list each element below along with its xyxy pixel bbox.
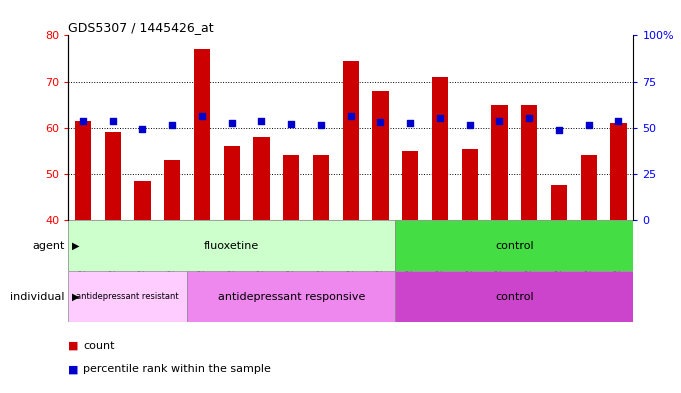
Bar bbox=[574, 220, 603, 222]
Bar bbox=[425, 220, 455, 271]
Text: individual: individual bbox=[10, 292, 65, 302]
Bar bbox=[432, 77, 448, 220]
Point bbox=[315, 122, 326, 129]
Bar bbox=[603, 220, 633, 222]
Point bbox=[256, 118, 267, 124]
Bar bbox=[455, 220, 485, 271]
Bar bbox=[98, 220, 127, 222]
Bar bbox=[247, 220, 276, 222]
Bar bbox=[157, 220, 187, 271]
Point bbox=[137, 125, 148, 132]
Bar bbox=[396, 220, 633, 271]
Bar bbox=[455, 220, 485, 222]
Bar bbox=[105, 132, 121, 220]
Bar bbox=[610, 123, 627, 220]
Text: ▶: ▶ bbox=[72, 241, 79, 251]
Bar bbox=[603, 220, 633, 271]
Bar bbox=[402, 151, 418, 220]
Text: ■: ■ bbox=[68, 341, 78, 351]
Bar bbox=[223, 146, 240, 220]
Point bbox=[464, 122, 475, 129]
Text: agent: agent bbox=[32, 241, 65, 251]
Point bbox=[226, 120, 237, 126]
Text: ▶: ▶ bbox=[72, 292, 79, 302]
Bar bbox=[544, 220, 574, 271]
Bar bbox=[164, 160, 180, 220]
Point bbox=[286, 121, 297, 127]
Bar bbox=[276, 220, 306, 222]
Bar bbox=[514, 220, 544, 271]
Point bbox=[554, 127, 565, 133]
Bar bbox=[485, 220, 514, 222]
Point bbox=[78, 118, 89, 124]
Bar bbox=[544, 220, 574, 222]
Bar bbox=[306, 220, 336, 271]
Point bbox=[197, 113, 208, 119]
Text: control: control bbox=[495, 241, 534, 251]
Text: fluoxetine: fluoxetine bbox=[204, 241, 259, 251]
Bar bbox=[68, 271, 187, 322]
Bar bbox=[187, 271, 396, 322]
Bar bbox=[396, 220, 425, 271]
Point bbox=[108, 118, 118, 124]
Bar bbox=[313, 156, 329, 220]
Text: antidepressant resistant: antidepressant resistant bbox=[76, 292, 179, 301]
Bar bbox=[336, 220, 366, 271]
Bar bbox=[68, 220, 98, 271]
Bar bbox=[514, 220, 544, 222]
Bar bbox=[306, 220, 336, 222]
Point bbox=[524, 116, 535, 122]
Bar bbox=[127, 220, 157, 222]
Point bbox=[345, 113, 356, 119]
Bar bbox=[283, 156, 300, 220]
Bar bbox=[217, 220, 247, 271]
Bar bbox=[187, 220, 217, 271]
Text: percentile rank within the sample: percentile rank within the sample bbox=[83, 364, 271, 375]
Bar bbox=[187, 220, 217, 222]
Point bbox=[167, 122, 178, 129]
Bar bbox=[127, 220, 157, 271]
Bar bbox=[373, 91, 389, 220]
Bar bbox=[366, 220, 396, 271]
Bar bbox=[134, 181, 151, 220]
Text: antidepressant responsive: antidepressant responsive bbox=[217, 292, 365, 302]
Bar bbox=[574, 220, 603, 271]
Bar bbox=[425, 220, 455, 222]
Bar bbox=[491, 105, 507, 220]
Text: ■: ■ bbox=[68, 364, 78, 375]
Text: count: count bbox=[83, 341, 114, 351]
Bar bbox=[253, 137, 270, 220]
Bar bbox=[336, 220, 366, 222]
Bar bbox=[396, 220, 425, 222]
Text: GDS5307 / 1445426_at: GDS5307 / 1445426_at bbox=[68, 21, 214, 34]
Bar bbox=[580, 156, 597, 220]
Text: control: control bbox=[495, 292, 534, 302]
Bar bbox=[217, 220, 247, 222]
Bar bbox=[521, 105, 537, 220]
Bar bbox=[75, 121, 91, 220]
Point bbox=[613, 118, 624, 124]
Bar bbox=[68, 220, 98, 222]
Bar bbox=[462, 149, 478, 220]
Bar bbox=[366, 220, 396, 222]
Point bbox=[494, 118, 505, 124]
Point bbox=[583, 122, 594, 129]
Bar bbox=[396, 271, 633, 322]
Point bbox=[434, 116, 445, 122]
Bar bbox=[247, 220, 276, 271]
Bar bbox=[98, 220, 127, 271]
Bar bbox=[276, 220, 306, 271]
Bar bbox=[194, 49, 210, 220]
Bar bbox=[68, 220, 396, 271]
Point bbox=[375, 119, 386, 125]
Point bbox=[405, 120, 415, 126]
Bar bbox=[157, 220, 187, 222]
Bar bbox=[343, 61, 359, 220]
Bar bbox=[485, 220, 514, 271]
Bar bbox=[551, 185, 567, 220]
